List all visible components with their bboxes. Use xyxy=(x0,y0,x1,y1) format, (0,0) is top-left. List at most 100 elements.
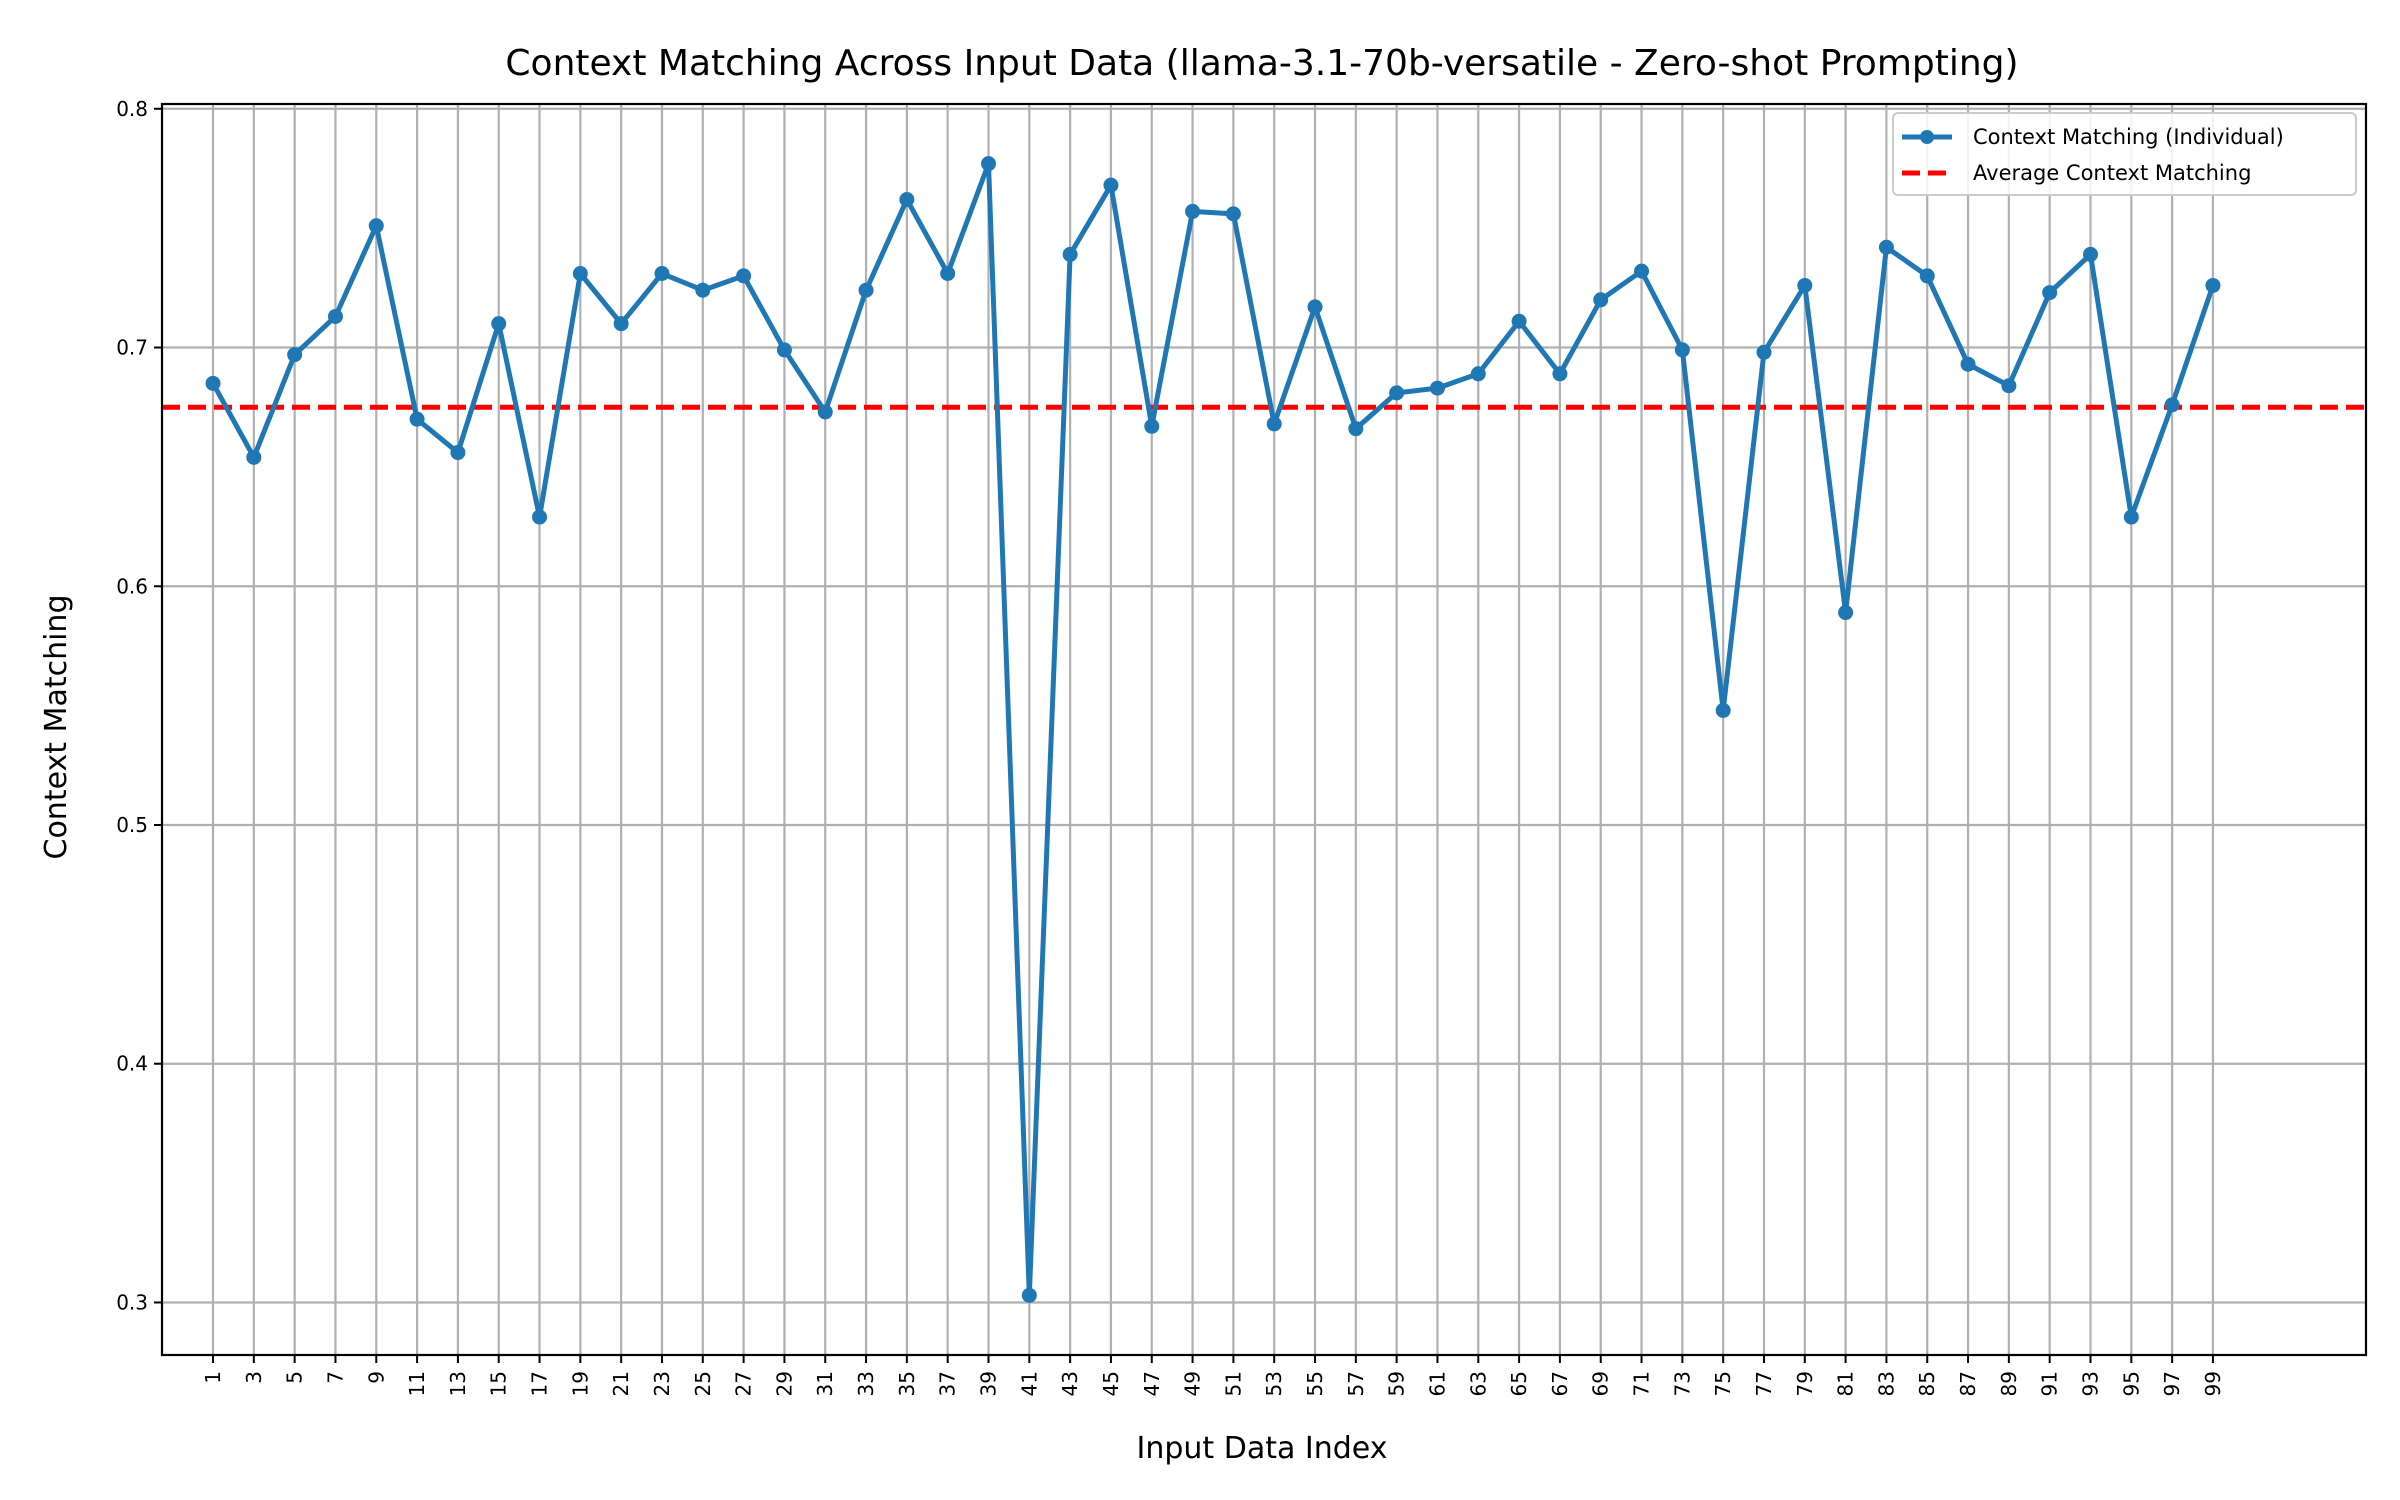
x-tick-label: 25 xyxy=(691,1371,715,1396)
data-point xyxy=(1797,277,1813,293)
x-tick-label: 35 xyxy=(895,1371,919,1396)
x-tick-label: 89 xyxy=(1997,1371,2021,1396)
x-tick-label: 41 xyxy=(1017,1371,1041,1396)
x-tick-label: 15 xyxy=(487,1371,511,1396)
x-tick-label: 59 xyxy=(1385,1371,1409,1396)
data-point xyxy=(1307,299,1323,315)
chart-title: Context Matching Across Input Data (llam… xyxy=(505,43,2018,84)
x-axis-label: Input Data Index xyxy=(1137,1431,1388,1466)
data-point xyxy=(205,375,221,391)
x-tick-label: 55 xyxy=(1303,1371,1327,1396)
x-tick-label: 7 xyxy=(323,1371,347,1384)
x-tick-label: 93 xyxy=(2079,1371,2103,1396)
data-point xyxy=(613,316,629,332)
data-point xyxy=(2001,378,2017,394)
x-tick-label: 73 xyxy=(1670,1371,1694,1396)
x-tick-label: 53 xyxy=(1262,1371,1286,1396)
x-tick-label: 65 xyxy=(1507,1371,1531,1396)
legend-label-average: Average Context Matching xyxy=(1973,161,2251,185)
data-point xyxy=(1470,366,1486,382)
x-tick-label: 97 xyxy=(2160,1371,2184,1396)
data-point xyxy=(1919,268,1935,284)
legend: Context Matching (Individual) Average Co… xyxy=(1892,112,2357,196)
data-point xyxy=(572,266,588,282)
data-point xyxy=(287,347,303,363)
ticks: 1 3 5 7 9 11 13 15 17 19 21 23 25 27 29 31 33 35 37 39 41 43 4… xyxy=(116,97,2225,1397)
series-line-individual xyxy=(210,161,2216,1298)
x-tick-label: 87 xyxy=(1956,1371,1980,1396)
x-tick-label: 19 xyxy=(568,1371,592,1396)
data-point xyxy=(817,404,833,420)
data-point xyxy=(1756,344,1772,360)
x-tick-label: 81 xyxy=(1834,1371,1858,1396)
y-tick-label: 0.4 xyxy=(116,1052,148,1076)
x-tick-label: 71 xyxy=(1630,1371,1654,1396)
data-point xyxy=(1389,385,1405,401)
x-tick-label: 23 xyxy=(650,1371,674,1396)
x-tick-label: 31 xyxy=(813,1371,837,1396)
x-tick-label: 11 xyxy=(405,1371,429,1396)
x-tick-label: 85 xyxy=(1915,1371,1939,1396)
x-tick-label: 91 xyxy=(2038,1371,2062,1396)
x-tick-label: 51 xyxy=(1221,1371,1245,1396)
y-tick-label: 0.8 xyxy=(116,97,148,121)
data-point xyxy=(450,445,466,461)
data-point xyxy=(695,282,711,298)
data-point xyxy=(940,266,956,282)
data-point xyxy=(1552,366,1568,382)
data-point xyxy=(776,342,792,358)
x-tick-label: 83 xyxy=(1874,1371,1898,1396)
x-tick-label: 67 xyxy=(1548,1371,1572,1396)
data-point xyxy=(981,156,996,172)
data-point xyxy=(327,308,343,324)
x-tick-label: 69 xyxy=(1589,1371,1613,1396)
x-tick-label: 61 xyxy=(1425,1371,1449,1396)
x-tick-label: 3 xyxy=(242,1371,266,1384)
data-point xyxy=(1511,313,1527,329)
data-point xyxy=(1838,605,1854,621)
data-point xyxy=(1348,421,1364,437)
data-point xyxy=(1103,177,1119,193)
data-point xyxy=(1960,356,1976,372)
x-tick-label: 13 xyxy=(446,1371,470,1396)
data-point xyxy=(491,316,507,332)
data-point xyxy=(2083,246,2098,262)
data-point xyxy=(1225,206,1241,222)
x-tick-label: 45 xyxy=(1099,1371,1123,1396)
x-tick-label: 57 xyxy=(1344,1371,1368,1396)
data-point xyxy=(532,509,548,525)
data-point xyxy=(736,268,752,284)
axes-frame xyxy=(160,102,2368,1357)
data-point xyxy=(858,282,874,298)
data-point xyxy=(1674,342,1690,358)
data-point xyxy=(654,266,670,282)
y-tick-label: 0.3 xyxy=(116,1290,148,1314)
x-tick-label: 95 xyxy=(2119,1371,2143,1396)
legend-label-individual: Context Matching (Individual) xyxy=(1973,125,2284,149)
x-tick-label: 99 xyxy=(2201,1371,2225,1396)
y-tick-label: 0.6 xyxy=(116,574,148,598)
data-point xyxy=(368,218,384,234)
data-point xyxy=(1634,263,1650,279)
data-point xyxy=(1593,292,1609,308)
data-point xyxy=(899,191,915,207)
x-tick-label: 49 xyxy=(1181,1371,1205,1396)
x-tick-label: 1 xyxy=(201,1371,225,1384)
data-point xyxy=(1429,380,1445,396)
data-point xyxy=(1062,246,1078,262)
data-point xyxy=(1144,418,1160,434)
legend-marker-individual xyxy=(1920,130,1934,144)
data-point xyxy=(2164,397,2180,413)
data-point xyxy=(1266,416,1282,432)
legend-box xyxy=(1892,112,2357,196)
x-tick-label: 5 xyxy=(283,1371,307,1384)
x-tick-label: 47 xyxy=(1140,1371,1164,1396)
x-tick-label: 17 xyxy=(528,1371,552,1396)
series-layer xyxy=(205,156,2221,1303)
data-point xyxy=(1715,702,1731,718)
data-point xyxy=(1185,203,1201,219)
y-tick-label: 0.5 xyxy=(116,813,148,837)
x-tick-label: 75 xyxy=(1711,1371,1735,1396)
data-point xyxy=(1878,239,1894,255)
data-point xyxy=(1021,1287,1037,1303)
